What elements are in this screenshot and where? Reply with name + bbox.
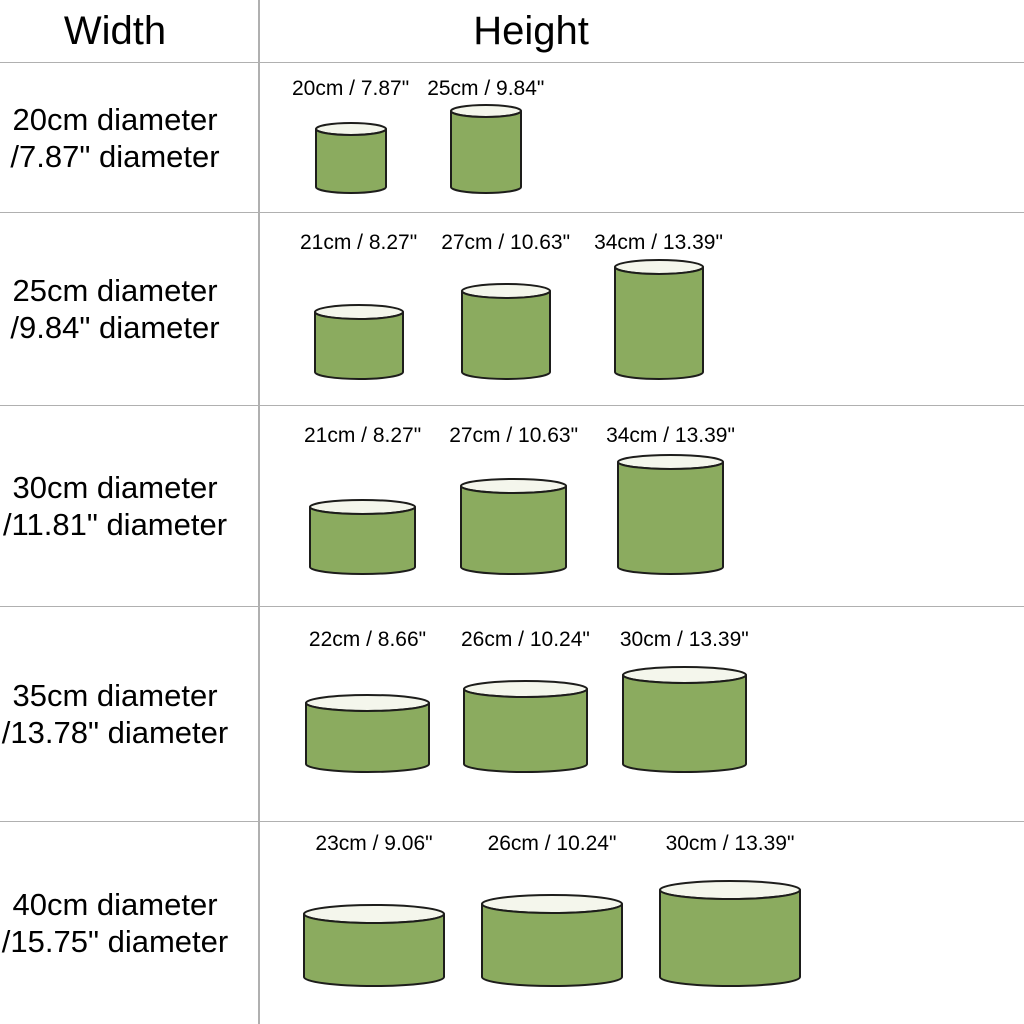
cylinder-size-label: 20cm / 7.87" xyxy=(292,77,410,100)
width-label: 40cm diameter/15.75" diameter xyxy=(0,822,258,1024)
width-label: 35cm diameter/13.78" diameter xyxy=(0,607,258,821)
lampshade-option: 26cm / 10.24" xyxy=(461,628,590,774)
width-label-line: 20cm diameter xyxy=(12,101,218,137)
size-row: 25cm diameter/9.84" diameter 21cm / 8.27"… xyxy=(0,213,1024,406)
size-rows: 20cm diameter/7.87" diameter 20cm / 7.87"… xyxy=(0,63,1024,1024)
height-options-cell: 22cm / 8.66" 26cm / 10.24" 30cm / 13.39" xyxy=(258,607,749,821)
lampshade-option: 22cm / 8.66" xyxy=(304,628,431,774)
lampshade-cylinder-graphic xyxy=(304,693,431,774)
header-row: Width Height xyxy=(0,0,1024,63)
width-label-line: /13.78" diameter xyxy=(1,715,229,750)
size-row: 35cm diameter/13.78" diameter 22cm / 8.66… xyxy=(0,607,1024,822)
lampshade-option: 21cm / 8.27" xyxy=(304,424,421,576)
width-label-line: /9.84" diameter xyxy=(10,310,220,345)
column-header-height-wrap: Height xyxy=(258,0,804,62)
lampshade-cylinder-graphic xyxy=(302,903,446,988)
lampshade-cylinder-graphic xyxy=(480,893,624,988)
lampshade-cylinder-graphic xyxy=(462,679,589,774)
height-options-cell: 20cm / 7.87" 25cm / 9.84" xyxy=(258,63,544,212)
column-header-width: Width xyxy=(63,8,167,53)
lampshade-option: 27cm / 10.63" xyxy=(449,424,578,576)
lampshade-cylinder-graphic xyxy=(449,103,523,195)
cylinder-size-label: 21cm / 8.27" xyxy=(304,424,422,447)
width-label-line: 30cm diameter xyxy=(12,470,218,505)
lampshade-option: 34cm / 13.39" xyxy=(594,231,723,381)
height-options-cell: 21cm / 8.27" 27cm / 10.63" 34cm / 13.39" xyxy=(258,406,735,606)
cylinder-size-label: 26cm / 10.24" xyxy=(461,628,590,651)
lampshade-cylinder-graphic xyxy=(314,121,388,195)
lampshade-option: 23cm / 9.06" xyxy=(302,832,446,988)
lampshade-cylinder-graphic xyxy=(460,282,552,381)
lampshade-cylinder-graphic xyxy=(313,303,405,381)
cylinder-size-label: 22cm / 8.66" xyxy=(308,628,427,651)
lampshade-cylinder-graphic xyxy=(658,879,802,988)
width-label-line: 25cm diameter xyxy=(12,273,218,308)
lampshade-option: 20cm / 7.87" xyxy=(292,77,409,195)
width-label: 30cm diameter/11.81" diameter xyxy=(0,406,258,606)
size-row: 30cm diameter/11.81" diameter 21cm / 8.27… xyxy=(0,406,1024,607)
cylinder-size-label: 34cm / 13.39" xyxy=(606,424,735,447)
height-options-cell: 21cm / 8.27" 27cm / 10.63" 34cm / 13.39" xyxy=(258,213,723,405)
width-label-line: 40cm diameter xyxy=(12,887,218,922)
cylinder-size-label: 27cm / 10.63" xyxy=(449,424,579,447)
lampshade-cylinder-graphic xyxy=(621,665,748,774)
cylinder-size-label: 30cm / 13.39" xyxy=(619,628,749,651)
cylinder-size-label: 34cm / 13.39" xyxy=(594,231,723,254)
cylinder-size-label: 25cm / 9.84" xyxy=(427,77,545,100)
column-header-height: Height xyxy=(473,8,589,53)
column-divider-line xyxy=(258,0,260,1024)
lampshade-option: 34cm / 13.39" xyxy=(606,424,735,576)
cylinder-size-label: 27cm / 10.63" xyxy=(441,231,571,254)
lampshade-option: 30cm / 13.39" xyxy=(658,832,802,988)
width-label: 25cm diameter/9.84" diameter xyxy=(0,213,258,405)
cylinder-size-label: 30cm / 13.39" xyxy=(665,832,795,855)
width-label-line: /15.75" diameter xyxy=(1,924,229,959)
width-label: 20cm diameter/7.87" diameter xyxy=(0,63,258,212)
cylinder-size-label: 23cm / 9.06" xyxy=(315,832,433,855)
lampshade-cylinder-graphic xyxy=(616,453,725,576)
cylinder-size-label: 26cm / 10.24" xyxy=(487,832,617,855)
size-row: 20cm diameter/7.87" diameter 20cm / 7.87"… xyxy=(0,63,1024,213)
lampshade-option: 25cm / 9.84" xyxy=(427,77,544,195)
cylinder-size-label: 21cm / 8.27" xyxy=(300,231,418,254)
lampshade-cylinder-graphic xyxy=(613,258,705,381)
height-options-cell: 23cm / 9.06" 26cm / 10.24" 30cm / 13.39" xyxy=(258,822,802,1024)
width-label-line: 35cm diameter xyxy=(12,678,218,713)
lampshade-option: 26cm / 10.24" xyxy=(480,832,624,988)
width-label-line: /7.87" diameter xyxy=(10,138,220,174)
lampshade-cylinder-graphic xyxy=(308,498,417,576)
width-label-line: /11.81" diameter xyxy=(2,507,228,542)
size-row: 40cm diameter/15.75" diameter 23cm / 9.06… xyxy=(0,822,1024,1024)
lampshade-cylinder-graphic xyxy=(459,477,568,576)
lampshade-option: 30cm / 13.39" xyxy=(620,628,749,774)
lampshade-option: 21cm / 8.27" xyxy=(300,231,417,381)
lampshade-option: 27cm / 10.63" xyxy=(441,231,570,381)
